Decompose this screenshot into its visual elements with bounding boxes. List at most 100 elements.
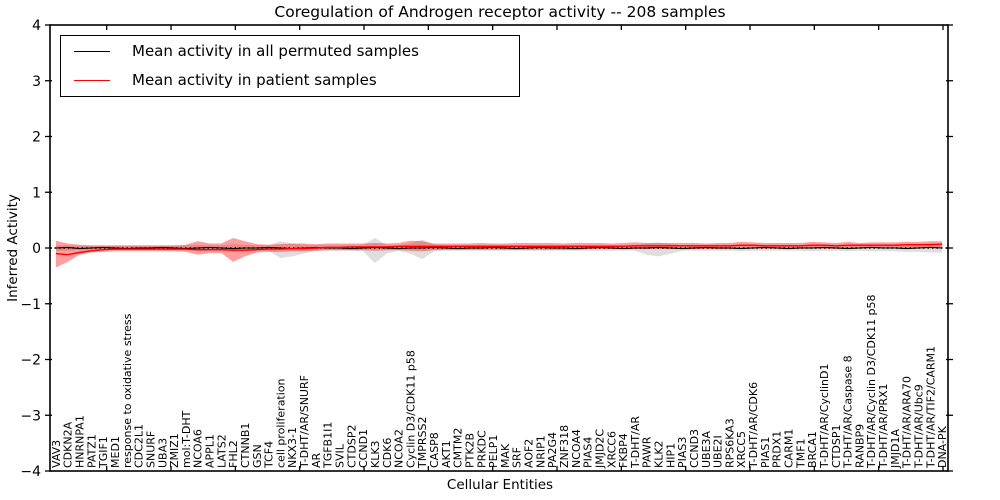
x-tick-label: cell proliferation xyxy=(274,378,287,468)
x-tick-label: CMTM2 xyxy=(452,428,465,468)
x-tick-label: T-DHT/AR/PRX1 xyxy=(877,383,890,469)
x-tick-label: NRIP1 xyxy=(534,435,547,468)
x-tick-label: NCOA2 xyxy=(393,429,406,468)
y-tick-label: 1 xyxy=(32,185,41,201)
x-tick-label: FKBP4 xyxy=(617,433,630,468)
legend-item-permuted: Mean activity in all permuted samples xyxy=(61,37,519,66)
y-tick-label: −1 xyxy=(20,297,41,313)
x-tick-label: VAV3 xyxy=(50,440,63,468)
x-tick-label: T-DHT/AR/Ubc9 xyxy=(912,384,925,469)
permuted-band xyxy=(55,238,943,264)
x-tick-label: CDKN2A xyxy=(62,421,75,468)
x-tick-label: T-DHT/AR/Cyclin D3/CDK11 p58 xyxy=(865,294,878,469)
x-axis-label: Cellular Entities xyxy=(446,477,554,493)
x-tick-label: PTK2B xyxy=(463,433,476,468)
x-tick-label: CTDSP2 xyxy=(345,425,358,468)
x-tick-label: RPS6KA3 xyxy=(723,418,736,468)
legend-item-patient: Mean activity in patient samples xyxy=(61,66,519,95)
x-tick-label: ZNF318 xyxy=(558,425,571,468)
y-tick-label: 4 xyxy=(32,18,41,34)
x-tick-label: PELP1 xyxy=(487,435,500,468)
x-tick-label: T-DHT/AR/CDK6 xyxy=(747,382,760,469)
x-tick-label: XRCC5 xyxy=(735,431,748,468)
y-tick-label: −3 xyxy=(20,408,41,424)
legend-label-patient: Mean activity in patient samples xyxy=(132,71,377,89)
x-tick-label: PRKDC xyxy=(475,430,488,468)
y-tick-label: 3 xyxy=(32,74,41,90)
legend-line-permuted xyxy=(74,51,110,52)
x-tick-label: response to oxidative stress xyxy=(121,313,134,468)
x-tick-label: TGFB1I1 xyxy=(322,422,335,469)
x-tick-label: T-DHT/AR/Caspase 8 xyxy=(842,355,855,469)
y-tick-label: 0 xyxy=(32,241,41,257)
x-tick-label: T-DHT/AR/TIF2/CARM1 xyxy=(924,346,937,469)
patient-band xyxy=(55,238,943,268)
x-tick-label: KLK3 xyxy=(369,440,382,468)
x-tick-label: FHL2 xyxy=(227,440,240,468)
x-tick-label: NKX3-1 xyxy=(286,427,299,468)
legend-line-patient xyxy=(74,80,110,81)
x-tick-label: PRDX1 xyxy=(771,431,784,468)
x-tick-label: Cyclin D3/CDK11 p58 xyxy=(404,350,417,468)
x-tick-label: MED1 xyxy=(109,436,122,468)
x-tick-label: SRF xyxy=(511,447,524,468)
x-tick-label: UBE3A xyxy=(700,430,713,468)
x-tick-label: CDC2L1 xyxy=(133,424,146,468)
x-tick-label: AOF2 xyxy=(523,439,536,468)
x-tick-label: TCF4 xyxy=(263,441,276,469)
y-tick-label: 2 xyxy=(32,130,41,146)
x-tick-label: T-DHT/AR/SNURF xyxy=(298,375,311,469)
x-tick-label: CCND1 xyxy=(357,429,370,468)
x-tick-label: SVIL xyxy=(333,443,346,468)
x-tick-label: LATS2 xyxy=(215,434,228,468)
x-tick-label: BRCA1 xyxy=(806,431,819,468)
x-tick-label: KLK2 xyxy=(653,440,666,468)
x-tick-label: UBA3 xyxy=(156,438,169,468)
x-tick-label: TMF1 xyxy=(794,438,807,469)
x-tick-label: JMJD2C xyxy=(593,429,606,469)
x-tick-label: CARM1 xyxy=(782,429,795,468)
x-tick-label: CCND3 xyxy=(688,429,701,468)
x-tick-label: PA2G4 xyxy=(546,432,559,468)
x-tick-label: T-DHT/AR/ARA70 xyxy=(901,376,914,469)
x-tick-label: PIAS3 xyxy=(676,437,689,468)
x-tick-label: TGIF1 xyxy=(97,436,110,469)
x-tick-label: CDK6 xyxy=(381,438,394,468)
x-tick-label: NCOA4 xyxy=(570,429,583,468)
x-tick-label: mol:T-DHT xyxy=(180,410,193,468)
x-tick-label: UBE2I xyxy=(712,435,725,468)
x-tick-label: SNURF xyxy=(144,431,157,468)
legend: Mean activity in all permuted samples Me… xyxy=(60,35,520,97)
x-tick-label: T-DHT/AR xyxy=(629,416,642,469)
x-tick-label: AKT1 xyxy=(440,440,453,468)
x-tick-label: PIAS1 xyxy=(759,437,772,468)
x-tick-label: DNA-PK xyxy=(936,425,949,468)
x-tick-label: ZMIZ1 xyxy=(168,433,181,468)
x-tick-label: GSN xyxy=(251,444,264,468)
x-tick-label: TMPRSS2 xyxy=(416,417,429,469)
x-tick-label: CTNNB1 xyxy=(239,423,252,468)
chart-title: Coregulation of Androgen receptor activi… xyxy=(274,3,726,21)
x-tick-label: XRCC6 xyxy=(605,431,618,468)
x-tick-label: AR xyxy=(310,452,323,468)
x-tick-label: PIAS4 xyxy=(582,437,595,468)
y-axis-label: Inferred Activity xyxy=(5,194,21,302)
legend-label-permuted: Mean activity in all permuted samples xyxy=(132,42,419,60)
x-tick-label: CASP8 xyxy=(428,432,441,468)
x-tick-label: T-DHT/AR/CyclinD1 xyxy=(818,363,831,469)
x-tick-label: CTDSP1 xyxy=(830,425,843,468)
x-tick-label: NCOA6 xyxy=(192,429,205,468)
patient-mean-line xyxy=(55,243,943,256)
y-tick-label: −2 xyxy=(20,353,41,369)
x-tick-label: RANBP9 xyxy=(853,424,866,468)
x-tick-label: MAK xyxy=(499,443,512,468)
x-tick-label: HNRNPA1 xyxy=(74,415,87,468)
x-tick-label: APPL1 xyxy=(204,434,217,468)
x-tick-label: PAWR xyxy=(641,436,654,468)
y-tick-label: −4 xyxy=(20,464,41,480)
x-tick-label: HIP1 xyxy=(664,443,677,468)
x-tick-label: PATZ1 xyxy=(85,434,98,468)
permuted-mean-line xyxy=(55,246,943,250)
